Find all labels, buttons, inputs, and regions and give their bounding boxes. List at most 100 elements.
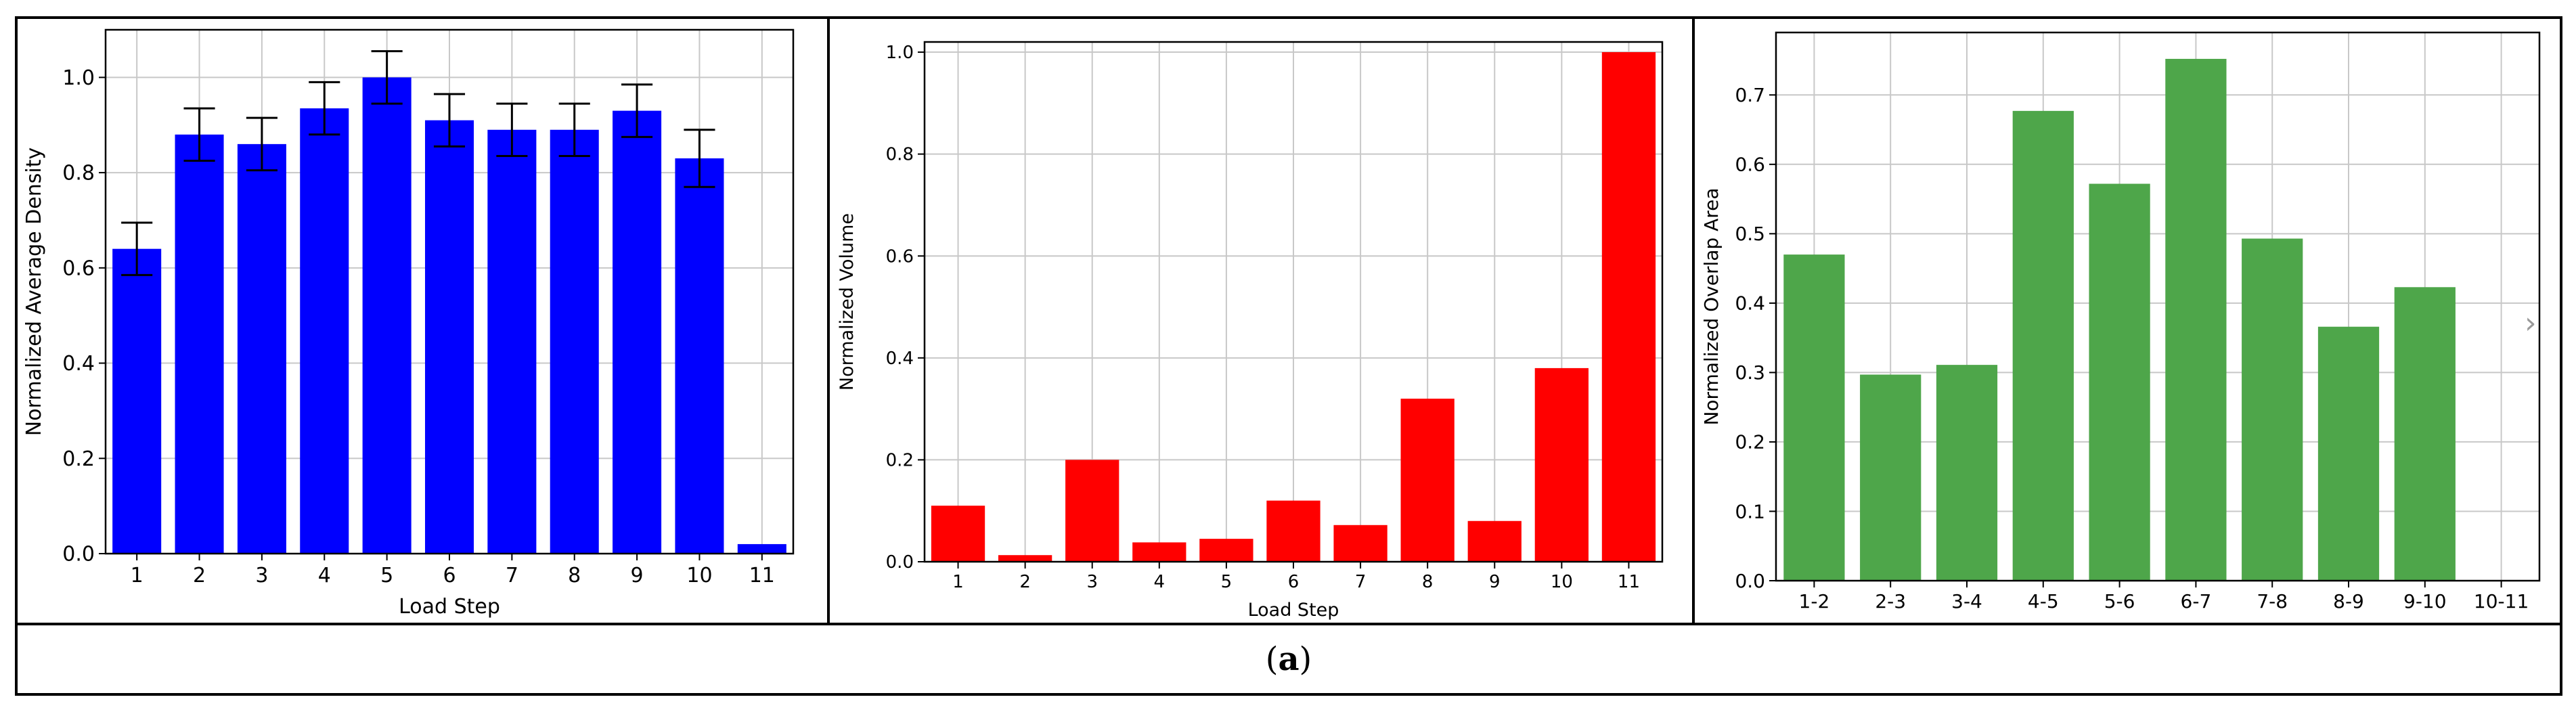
bar bbox=[931, 506, 985, 562]
panel-divider-1 bbox=[827, 16, 830, 625]
bar bbox=[2242, 238, 2303, 581]
bar bbox=[112, 248, 162, 554]
x-tick-label: 6 bbox=[1288, 572, 1300, 592]
bar bbox=[1783, 254, 1845, 581]
bar bbox=[175, 134, 224, 554]
y-tick-label: 0.7 bbox=[1735, 84, 1765, 106]
x-tick-label: 3 bbox=[255, 564, 268, 587]
x-tick-label: 3-4 bbox=[1951, 590, 1982, 613]
bar bbox=[675, 158, 724, 554]
x-tick-label: 7 bbox=[1355, 572, 1367, 592]
figure-caption: (a) bbox=[15, 625, 2562, 693]
y-axis-label: Normalized Average Density bbox=[22, 148, 46, 436]
x-axis-label: Load Step bbox=[1248, 600, 1339, 621]
bar bbox=[1199, 539, 1253, 562]
x-tick-label: 4 bbox=[318, 564, 331, 587]
y-tick-label: 0.6 bbox=[62, 257, 95, 280]
x-tick-label: 2 bbox=[1019, 572, 1031, 592]
x-tick-label: 10 bbox=[1551, 572, 1573, 592]
bar bbox=[1936, 365, 1998, 581]
bar bbox=[1132, 542, 1186, 562]
density-chart-panel: 0.0 0.2 0.4 0.6 0.8 1.0 1 2 3 4 5 6 7 8 9 10 11 Load Step… bbox=[18, 19, 827, 623]
bar bbox=[1266, 500, 1320, 562]
bar bbox=[362, 77, 412, 554]
bar bbox=[737, 543, 786, 554]
bar bbox=[1400, 399, 1454, 562]
bar bbox=[550, 129, 599, 554]
x-tick-label: 6 bbox=[443, 564, 456, 587]
volume-chart: 0.0 0.2 0.4 0.6 0.8 1.0 1 2 3 4 5 6 7 8 9 10 11 Load Step… bbox=[837, 41, 1664, 621]
edge-artifact: › bbox=[2525, 306, 2537, 340]
bar bbox=[2317, 326, 2380, 581]
x-tick-label: 4 bbox=[1154, 572, 1165, 592]
bar bbox=[1467, 520, 1522, 562]
x-tick-label: 1 bbox=[131, 564, 143, 587]
y-tick-label: 0.2 bbox=[62, 447, 95, 471]
density-chart: 0.0 0.2 0.4 0.6 0.8 1.0 1 2 3 4 5 6 7 8 9 10 11 Load Step… bbox=[22, 28, 795, 619]
bar bbox=[424, 120, 474, 554]
bar bbox=[487, 129, 537, 554]
y-axis-label: Normalized Volume bbox=[837, 213, 858, 391]
figure-frame bbox=[15, 16, 2562, 696]
y-tick-label: 0.4 bbox=[62, 352, 95, 376]
y-tick-label: 0.2 bbox=[886, 451, 914, 471]
figure-label: a bbox=[1278, 640, 1300, 678]
bar bbox=[1534, 368, 1589, 562]
x-tick-label: 2 bbox=[193, 564, 206, 587]
x-tick-label: 7 bbox=[506, 564, 518, 587]
x-tick-label: 8-9 bbox=[2333, 590, 2364, 613]
x-tick-label: 7-8 bbox=[2257, 590, 2288, 613]
y-tick-label: 0.0 bbox=[1735, 570, 1765, 592]
x-tick-label: 10-11 bbox=[2474, 590, 2529, 613]
bar bbox=[237, 143, 286, 554]
bar bbox=[1333, 525, 1387, 562]
panel-divider-2 bbox=[1692, 16, 1695, 625]
y-tick-label: 0.0 bbox=[62, 543, 95, 566]
x-axis-label: Load Step bbox=[399, 595, 500, 619]
y-tick-label: 0.6 bbox=[886, 246, 914, 267]
x-tick-label: 11 bbox=[1618, 572, 1640, 592]
y-tick-label: 0.0 bbox=[886, 552, 914, 573]
x-tick-label: 5-6 bbox=[2104, 590, 2135, 613]
x-tick-label: 1-2 bbox=[1799, 590, 1830, 613]
y-tick-label: 0.1 bbox=[1735, 500, 1765, 522]
y-tick-label: 0.8 bbox=[886, 145, 914, 165]
x-tick-label: 3 bbox=[1086, 572, 1098, 592]
volume-chart-panel: 0.0 0.2 0.4 0.6 0.8 1.0 1 2 3 4 5 6 7 8 9 10 11 Load Step… bbox=[830, 19, 1692, 623]
x-tick-label: 9 bbox=[631, 564, 644, 587]
x-tick-label: 11 bbox=[749, 564, 775, 587]
bar bbox=[613, 110, 662, 554]
x-tick-label: 5 bbox=[380, 564, 393, 587]
y-tick-label: 0.3 bbox=[1735, 361, 1765, 384]
y-tick-label: 0.4 bbox=[1735, 292, 1765, 315]
x-tick-label: 8 bbox=[1422, 572, 1434, 592]
y-tick-label: 0.4 bbox=[886, 349, 914, 369]
bar bbox=[998, 555, 1052, 562]
x-tick-label: 1 bbox=[952, 572, 964, 592]
bar bbox=[300, 108, 349, 554]
y-tick-label: 0.2 bbox=[1735, 431, 1765, 453]
x-tick-label: 2-3 bbox=[1875, 590, 1906, 613]
x-tick-label: 8 bbox=[568, 564, 581, 587]
plot-frame bbox=[1775, 31, 2541, 582]
x-tick-label: 4-5 bbox=[2028, 590, 2059, 613]
x-tick-label: 9 bbox=[1489, 572, 1501, 592]
bar bbox=[1860, 374, 1922, 581]
y-tick-label: 0.5 bbox=[1735, 223, 1765, 245]
y-tick-label: 0.8 bbox=[62, 162, 95, 185]
bar bbox=[2089, 183, 2150, 581]
overlap-chart-panel: 0.0 0.1 0.2 0.3 0.4 0.5 0.6 0.7 1-2 2-3 3-4 4-5 5-6 6… bbox=[1695, 19, 2560, 623]
y-tick-label: 0.6 bbox=[1735, 154, 1765, 176]
x-tick-label: 9-10 bbox=[2403, 590, 2447, 613]
caption-close-paren: ) bbox=[1299, 640, 1312, 678]
x-tick-label: 10 bbox=[686, 564, 712, 587]
y-tick-label: 1.0 bbox=[886, 43, 914, 63]
x-tick-label: 6-7 bbox=[2181, 590, 2212, 613]
bar bbox=[2165, 58, 2227, 581]
bar bbox=[1065, 460, 1119, 562]
bar bbox=[2394, 287, 2456, 581]
caption-open-paren: ( bbox=[1265, 640, 1279, 678]
y-axis-label: Normalized Overlap Area bbox=[1700, 187, 1723, 425]
y-tick-label: 1.0 bbox=[62, 66, 95, 90]
bar bbox=[1601, 52, 1656, 562]
